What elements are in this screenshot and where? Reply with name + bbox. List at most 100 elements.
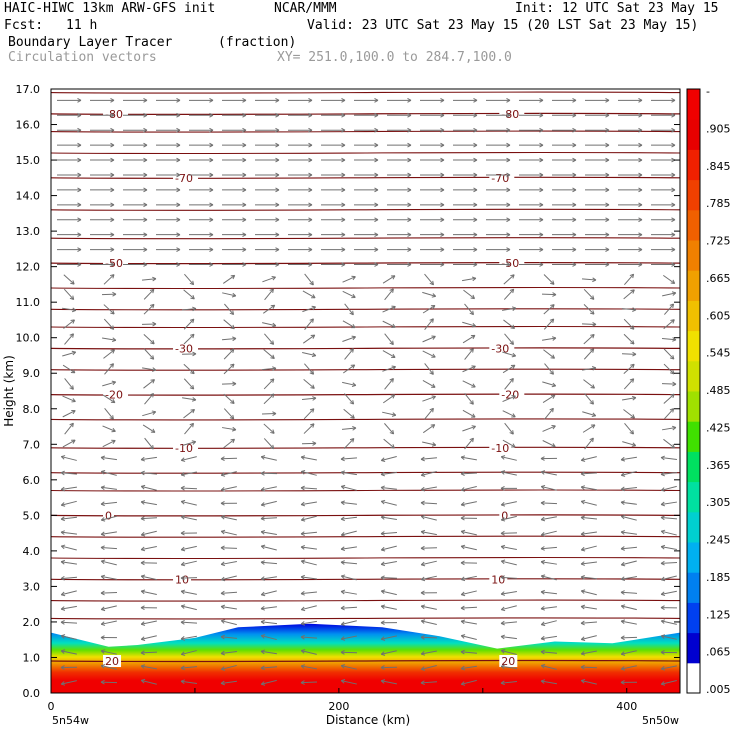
- vector-arrow: [90, 157, 115, 163]
- vector-arrow: [62, 439, 76, 448]
- vector-arrow: [183, 318, 195, 330]
- vector-arrow: [183, 378, 195, 390]
- vector-arrow: [663, 348, 675, 360]
- vector-arrow: [387, 112, 412, 118]
- contour-label-bg: [103, 107, 129, 120]
- vector-arrow: [354, 232, 379, 238]
- vector-arrow: [618, 232, 643, 238]
- vector-arrow: [580, 471, 598, 477]
- vector-arrow: [140, 620, 157, 626]
- y-tick-label: 11.0: [16, 296, 41, 309]
- vector-arrow: [624, 273, 635, 286]
- contour-label: 10: [491, 573, 505, 586]
- vector-arrow: [660, 679, 677, 686]
- contour-label: 10: [175, 573, 189, 586]
- vector-arrow: [255, 112, 280, 118]
- colorbar-label: .785: [706, 197, 731, 210]
- vector-arrow: [581, 277, 597, 283]
- colorbar-swatch: [687, 89, 700, 120]
- vector-arrow: [583, 304, 595, 315]
- vector-arrow: [123, 172, 148, 178]
- vector-arrow: [100, 635, 118, 640]
- vector-arrow: [321, 217, 346, 223]
- vector-arrow: [255, 98, 280, 103]
- vector-arrow: [156, 262, 181, 267]
- vector-arrow: [460, 515, 478, 521]
- vector-arrow: [223, 408, 235, 420]
- y-tick-label: 0.0: [23, 687, 41, 700]
- vector-arrow: [585, 127, 610, 133]
- vector-arrow: [544, 407, 554, 420]
- vector-arrow: [180, 545, 197, 552]
- vector-arrow: [387, 187, 412, 193]
- y-tick-label: 12.0: [16, 261, 41, 274]
- vector-arrow: [618, 172, 643, 178]
- vector-arrow: [223, 393, 235, 405]
- contour-line: [51, 308, 680, 311]
- vector-arrow: [143, 379, 155, 389]
- vector-arrow: [618, 247, 643, 252]
- vector-arrow: [540, 589, 558, 595]
- vector-arrow: [422, 380, 436, 388]
- vector-arrow: [288, 187, 313, 193]
- vector-arrow: [189, 142, 214, 148]
- vector-arrow: [620, 456, 637, 462]
- vector-arrow: [519, 142, 544, 148]
- colorbar-label: .425: [706, 421, 731, 434]
- vector-arrow: [503, 319, 516, 329]
- field-name: Boundary Layer Tracer: [8, 35, 173, 50]
- vector-arrow: [304, 273, 314, 286]
- vector-arrow: [620, 470, 637, 477]
- vector-arrow: [486, 217, 511, 223]
- vector-arrow: [500, 501, 517, 507]
- vector-arrow: [540, 605, 558, 611]
- vector-arrow: [220, 471, 237, 477]
- x-tick-label: 200: [328, 700, 349, 713]
- vector-arrow: [60, 544, 77, 551]
- vector-arrow: [255, 157, 280, 163]
- vector-arrow: [222, 217, 247, 223]
- vector-arrow: [255, 127, 280, 133]
- vector-arrow: [100, 515, 117, 522]
- vector-arrow: [260, 605, 278, 611]
- vector-arrow: [504, 333, 514, 345]
- vector-arrow: [321, 202, 346, 208]
- vector-arrow: [321, 232, 346, 238]
- vector-arrow: [304, 363, 315, 375]
- vector-arrow: [621, 351, 637, 357]
- vector-arrow: [502, 306, 517, 311]
- vector-arrow: [123, 98, 148, 103]
- vector-arrow: [340, 560, 358, 565]
- vector-arrow: [222, 157, 247, 163]
- y-tick-label: 5.0: [23, 509, 41, 522]
- vector-arrow: [621, 307, 637, 312]
- vector-arrow: [354, 157, 379, 163]
- y-tick-label: 10.0: [16, 332, 41, 345]
- y-tick-label: 9.0: [23, 367, 41, 380]
- colorbar-label: .845: [706, 160, 731, 173]
- vector-arrow: [651, 172, 676, 178]
- vector-arrow: [140, 605, 158, 611]
- vector-arrow: [660, 455, 678, 461]
- vector-arrow: [460, 590, 477, 597]
- vector-arrow: [184, 273, 195, 286]
- vector-arrow: [420, 172, 445, 178]
- vector-arrow: [387, 262, 412, 267]
- vector-arrow: [156, 232, 181, 238]
- vector-arrow: [189, 127, 214, 133]
- vector-arrow: [502, 351, 517, 358]
- contour-line: [51, 130, 680, 133]
- vector-arrow: [182, 397, 197, 402]
- vector-arrow: [302, 352, 317, 358]
- vector-arrow: [620, 650, 637, 656]
- colorbar-label: .665: [706, 272, 731, 285]
- colorbar-label: .125: [706, 608, 731, 621]
- vector-arrow: [263, 393, 275, 405]
- vector-arrow: [189, 98, 214, 103]
- vector-arrow: [541, 292, 557, 297]
- vector-arrow: [583, 348, 595, 360]
- vector-arrow: [420, 247, 445, 252]
- vector-arrow: [462, 334, 476, 344]
- vector-arrow: [103, 349, 115, 359]
- colorbar-label: .305: [706, 496, 731, 509]
